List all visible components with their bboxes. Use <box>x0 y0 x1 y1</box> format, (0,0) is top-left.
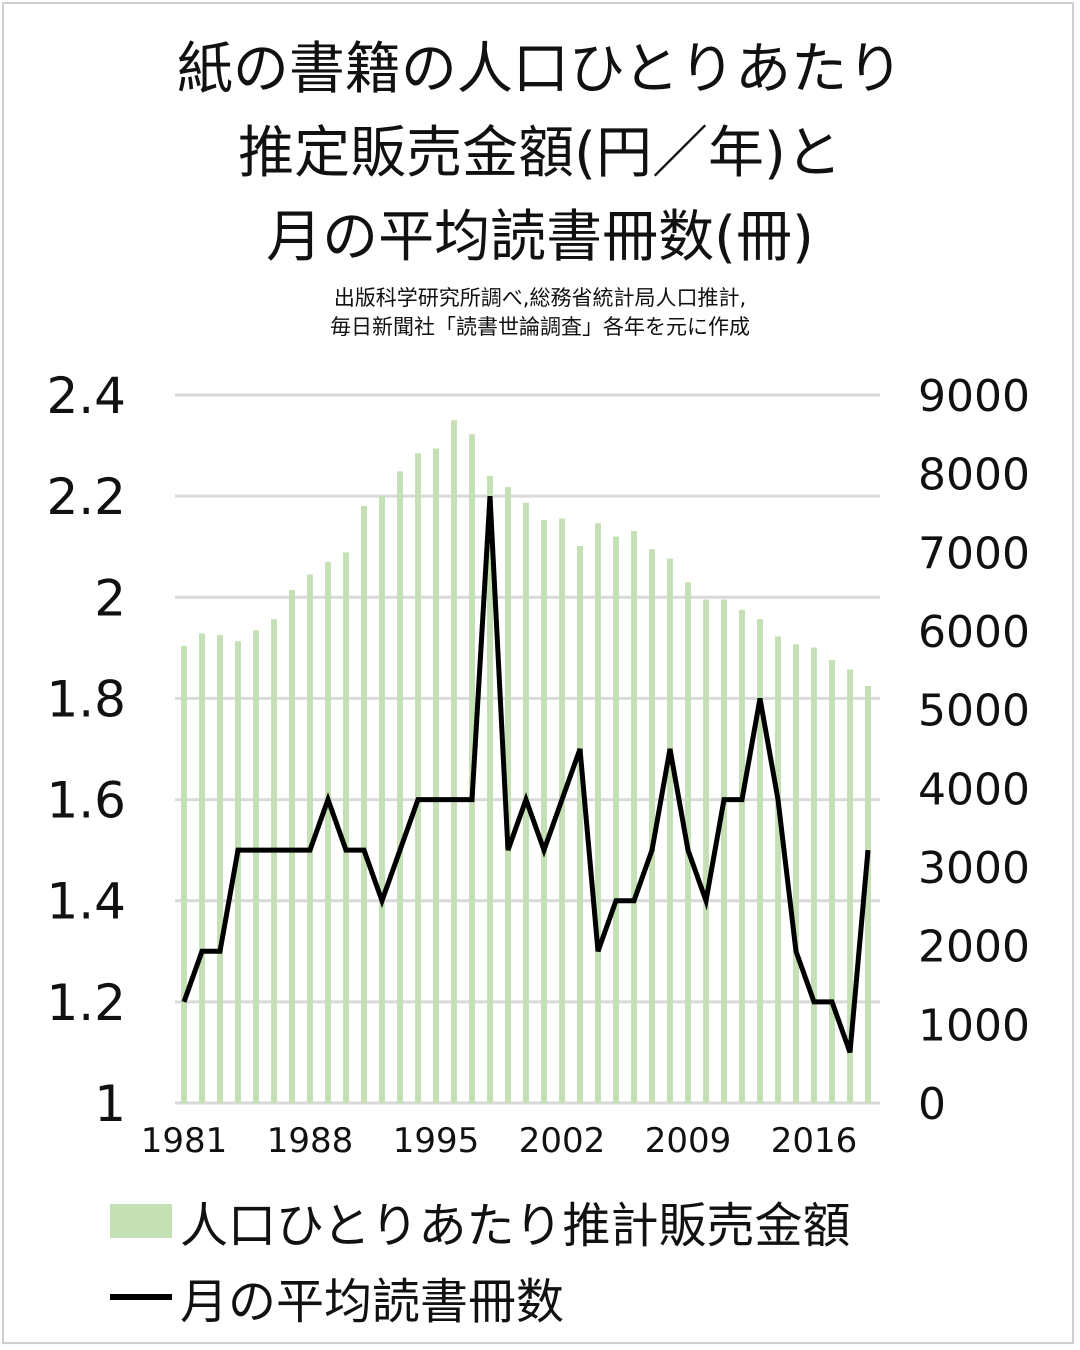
bar-1990 <box>343 552 349 1103</box>
bar-2003 <box>577 546 583 1103</box>
bar-2010 <box>703 599 709 1103</box>
right-tick-label: 5000 <box>918 686 1030 737</box>
legend-label-bar: 人口ひとりあたり推計販売金額 <box>180 1198 851 1254</box>
right-tick-label: 1000 <box>918 1000 1030 1051</box>
left-tick-label: 1.4 <box>46 873 126 931</box>
left-tick-label: 1.8 <box>46 670 126 728</box>
bar-2016 <box>811 647 817 1103</box>
bar-2004 <box>595 523 601 1103</box>
line-series <box>181 495 871 1054</box>
right-tick-label: 0 <box>918 1079 946 1130</box>
x-tick-label: 1988 <box>267 1121 354 1161</box>
right-tick-label: 2000 <box>918 922 1030 973</box>
bar-1989 <box>325 561 331 1103</box>
bar-2013 <box>757 619 763 1103</box>
title-line-3: 月の平均読書冊数(冊) <box>266 205 814 270</box>
bar-2012 <box>739 609 745 1103</box>
x-tick-label: 1995 <box>393 1121 480 1161</box>
bar-2005 <box>613 536 619 1103</box>
bar-1981 <box>181 645 187 1103</box>
subtitle-line-2: 毎日新聞社「読書世論調査」各年を元に作成 <box>330 315 750 339</box>
bar-1988 <box>307 574 313 1103</box>
left-tick-label: 2 <box>94 569 126 627</box>
bar-2014 <box>775 636 781 1103</box>
bar-1991 <box>361 505 367 1103</box>
bar-1995 <box>433 448 439 1103</box>
bar-1999 <box>505 487 511 1103</box>
bar-2017 <box>829 660 835 1103</box>
left-tick-label: 1 <box>94 1075 126 1133</box>
bar-2007 <box>649 549 655 1103</box>
left-tick-label: 1.6 <box>46 772 126 830</box>
bar-2006 <box>631 531 637 1103</box>
right-tick-label: 7000 <box>918 528 1030 579</box>
bar-2001 <box>541 520 547 1103</box>
x-tick-label: 2016 <box>771 1121 858 1161</box>
right-tick-label: 4000 <box>918 764 1030 815</box>
left-tick-label: 2.4 <box>46 367 126 425</box>
legend-item-bar: 人口ひとりあたり推計販売金額 <box>110 1186 851 1256</box>
right-tick-label: 8000 <box>918 450 1030 501</box>
legend-label-line: 月の平均読書冊数 <box>180 1274 565 1330</box>
bar-1982 <box>199 633 205 1103</box>
bar-2015 <box>793 644 799 1103</box>
left-tick-label: 2.2 <box>46 468 126 526</box>
right-tick-label: 9000 <box>918 371 1030 422</box>
bar-1985 <box>253 630 259 1103</box>
chart-subtitle: 出版科学研究所調べ,総務省統計局人口推計, 毎日新聞社「読書世論調査」各年を元に… <box>0 284 1080 342</box>
bar-2019 <box>865 686 871 1103</box>
title-line-1: 紙の書籍の人口ひとりあたり <box>176 37 904 102</box>
bar-1993 <box>397 471 403 1104</box>
subtitle-line-1: 出版科学研究所調べ,総務省統計局人口推計, <box>333 286 747 310</box>
bar-1986 <box>271 619 277 1103</box>
left-tick-label: 1.2 <box>46 974 126 1032</box>
bar-1984 <box>235 641 241 1103</box>
bar-1996 <box>451 420 457 1103</box>
right-tick-label: 6000 <box>918 607 1030 658</box>
x-tick-label: 2009 <box>645 1121 732 1161</box>
bar-1983 <box>217 634 223 1103</box>
bar-2008 <box>667 558 673 1103</box>
bar-1998 <box>487 476 493 1103</box>
bar-1992 <box>379 496 385 1104</box>
legend-item-line: 月の平均読書冊数 <box>110 1262 564 1332</box>
x-tick-label: 1981 <box>141 1121 228 1161</box>
x-tick-label: 2002 <box>519 1121 606 1161</box>
legend-swatch-line <box>110 1294 172 1300</box>
chart-title: 紙の書籍の人口ひとりあたり 推定販売金額(円／年)と 月の平均読書冊数(冊) <box>0 28 1080 280</box>
bar-1987 <box>289 590 295 1103</box>
bar-1994 <box>415 453 421 1103</box>
bar-2018 <box>847 669 853 1103</box>
bar-2002 <box>559 518 565 1103</box>
right-tick-label: 3000 <box>918 843 1030 894</box>
bar-2011 <box>721 599 727 1103</box>
legend-swatch-bar <box>110 1204 172 1238</box>
title-line-2: 推定販売金額(円／年)と <box>238 121 842 186</box>
